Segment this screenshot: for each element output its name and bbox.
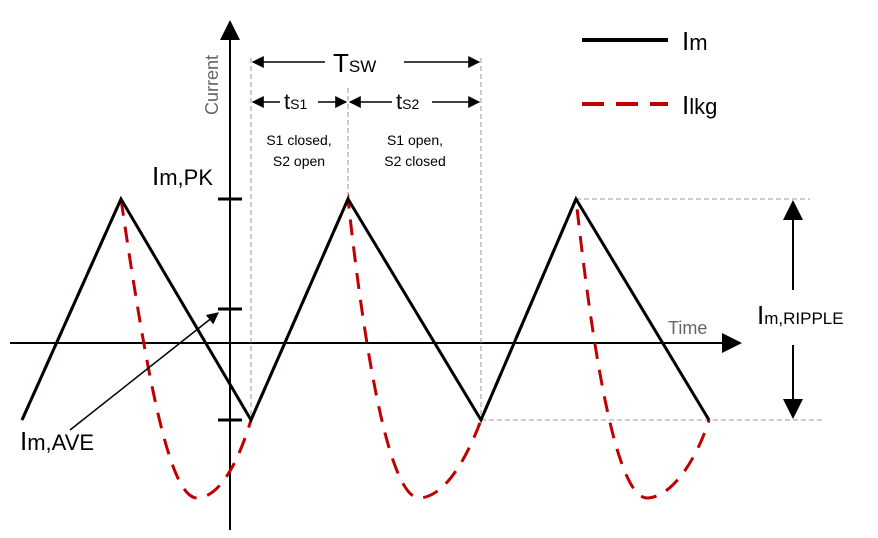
phase-s2-line1: S1 open,: [387, 132, 443, 148]
phase-s2-line2: S2 closed: [384, 153, 445, 169]
legend-label-magnetizing: Im: [682, 26, 708, 56]
average-pointer-arrow: [69, 312, 219, 431]
peak-label: Im,PK: [152, 161, 213, 191]
average-label: Im,AVE: [20, 426, 94, 456]
ripple-label: Im,RIPPLE: [757, 300, 844, 330]
ts1-label: tS1: [284, 89, 307, 114]
magnetizing-current-curve: [20, 195, 711, 424]
phase-s1-line2: S2 open: [273, 153, 325, 169]
x-axis-label: Time: [668, 318, 707, 338]
y-axis-label: Current: [202, 55, 222, 115]
tsw-label: TSW: [333, 48, 376, 78]
legend-label-leakage: Ilkg: [682, 90, 717, 120]
phase-s1-line1: S1 closed,: [266, 132, 331, 148]
leakage-current-curve: [20, 193, 711, 500]
legend: Im Ilkg: [582, 26, 717, 120]
ts2-label: tS2: [396, 89, 419, 114]
